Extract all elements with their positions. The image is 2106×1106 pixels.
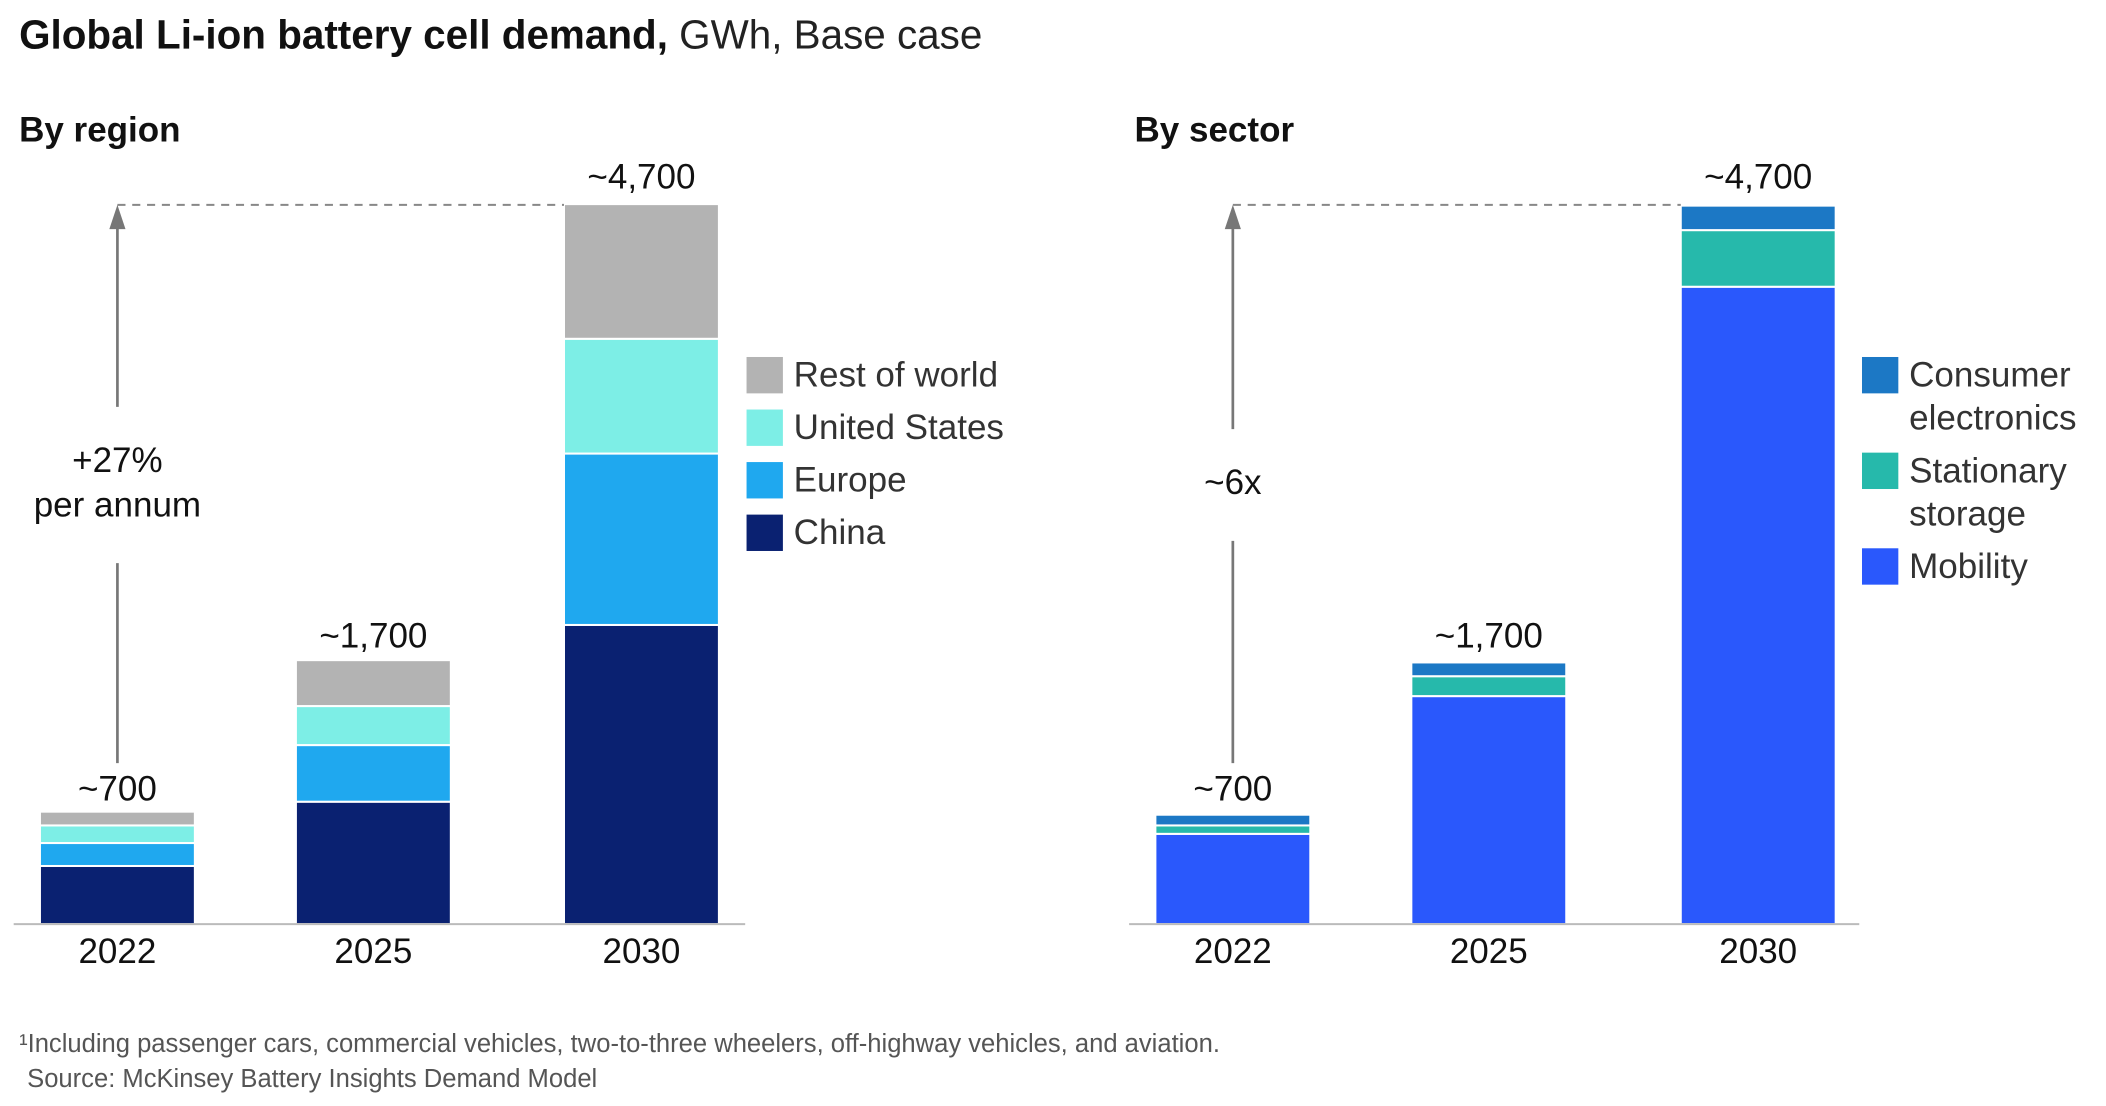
x-tick-label: 2022 [1194, 932, 1272, 971]
legend-label: Rest of world [793, 354, 999, 395]
title-line: Global Li-ion battery cell demand, GWh, … [19, 11, 982, 57]
legend-item: Rest of world [746, 353, 2106, 396]
bar-segment [1679, 285, 1837, 926]
bar-segment [294, 744, 452, 803]
bar-segment [1154, 813, 1312, 827]
x-tick-label: 2022 [78, 932, 156, 971]
bar-segment [294, 659, 452, 708]
bar-segment [1410, 695, 1568, 926]
bar-segment [1410, 661, 1568, 678]
arrow-head [109, 204, 126, 230]
total-label: ~700 [78, 770, 157, 809]
arrow-head [1224, 204, 1241, 230]
legend-label: China [793, 511, 886, 553]
legend-list: Consumer electronics Stationary storage Mo… [1861, 353, 2106, 587]
bar-segment [1154, 824, 1312, 835]
bar-segment [38, 842, 196, 867]
legend-label: United States [793, 406, 1004, 448]
legend-label: Consumer electronics [1909, 354, 2077, 438]
legend-swatch [746, 409, 783, 446]
legend-item: China [746, 511, 2106, 554]
legend: Consumer electronics Stationary storage Mo… [1861, 353, 2106, 587]
chart-subtitle: By region [19, 110, 181, 149]
footnote: ¹Including passenger cars, commercial ve… [19, 1030, 1220, 1058]
bar-segment [1154, 832, 1312, 926]
x-tick-label: 2025 [1450, 932, 1528, 971]
x-tick-label: 2030 [602, 932, 680, 971]
legend-item: Consumer electronics [1861, 353, 2106, 439]
bar-segment [294, 800, 452, 926]
annotation: per annum [34, 485, 201, 524]
legend-label: Stationary storage [1909, 449, 2067, 534]
chart-subtitle: By sector [1135, 110, 1295, 149]
total-label: ~1,700 [1435, 617, 1543, 656]
subtitle: GWh, Base case [679, 11, 982, 57]
x-tick-label: 2025 [334, 932, 412, 971]
title: Global Li-ion battery cell demand, [19, 11, 668, 57]
legend-swatch [1861, 452, 1899, 490]
legend-swatch [746, 356, 783, 394]
total-label: ~700 [1193, 770, 1272, 809]
source: Source: McKinsey Battery Insights Demand… [27, 1065, 597, 1093]
bar-segment [562, 623, 720, 926]
total-label: ~4,700 [587, 158, 695, 197]
legend-label: Europe [793, 459, 907, 500]
bar-segment [294, 705, 452, 747]
bar-segment [1679, 229, 1837, 288]
annotation: +27% [72, 441, 163, 480]
legend-swatch [1861, 356, 1899, 394]
legend: Rest of world United States Europe China [746, 353, 2106, 554]
x-tick-label: 2030 [1719, 932, 1797, 971]
bar-segment [562, 203, 720, 340]
bar-segment [38, 864, 196, 926]
total-label: ~4,700 [1704, 158, 1812, 197]
legend-swatch [746, 514, 783, 551]
legend-item: United States [746, 405, 2106, 448]
legend-item: Stationary storage [1861, 449, 2106, 535]
bar-segment [1410, 675, 1568, 698]
annotation: ~6x [1204, 463, 1262, 502]
bar-segment [38, 824, 196, 845]
bar-segment [562, 452, 720, 626]
legend-swatch [1861, 548, 1899, 585]
legend-item: Mobility [1861, 544, 2106, 587]
legend-item: Europe [746, 458, 2106, 501]
legend-label: Mobility [1909, 545, 2028, 587]
legend-swatch [746, 462, 783, 499]
bar-segment [562, 337, 720, 455]
legend-list: Rest of world United States Europe China [746, 353, 2106, 554]
bar-segment [1679, 204, 1837, 232]
bar-segment [38, 810, 196, 827]
total-label: ~1,700 [319, 617, 427, 656]
